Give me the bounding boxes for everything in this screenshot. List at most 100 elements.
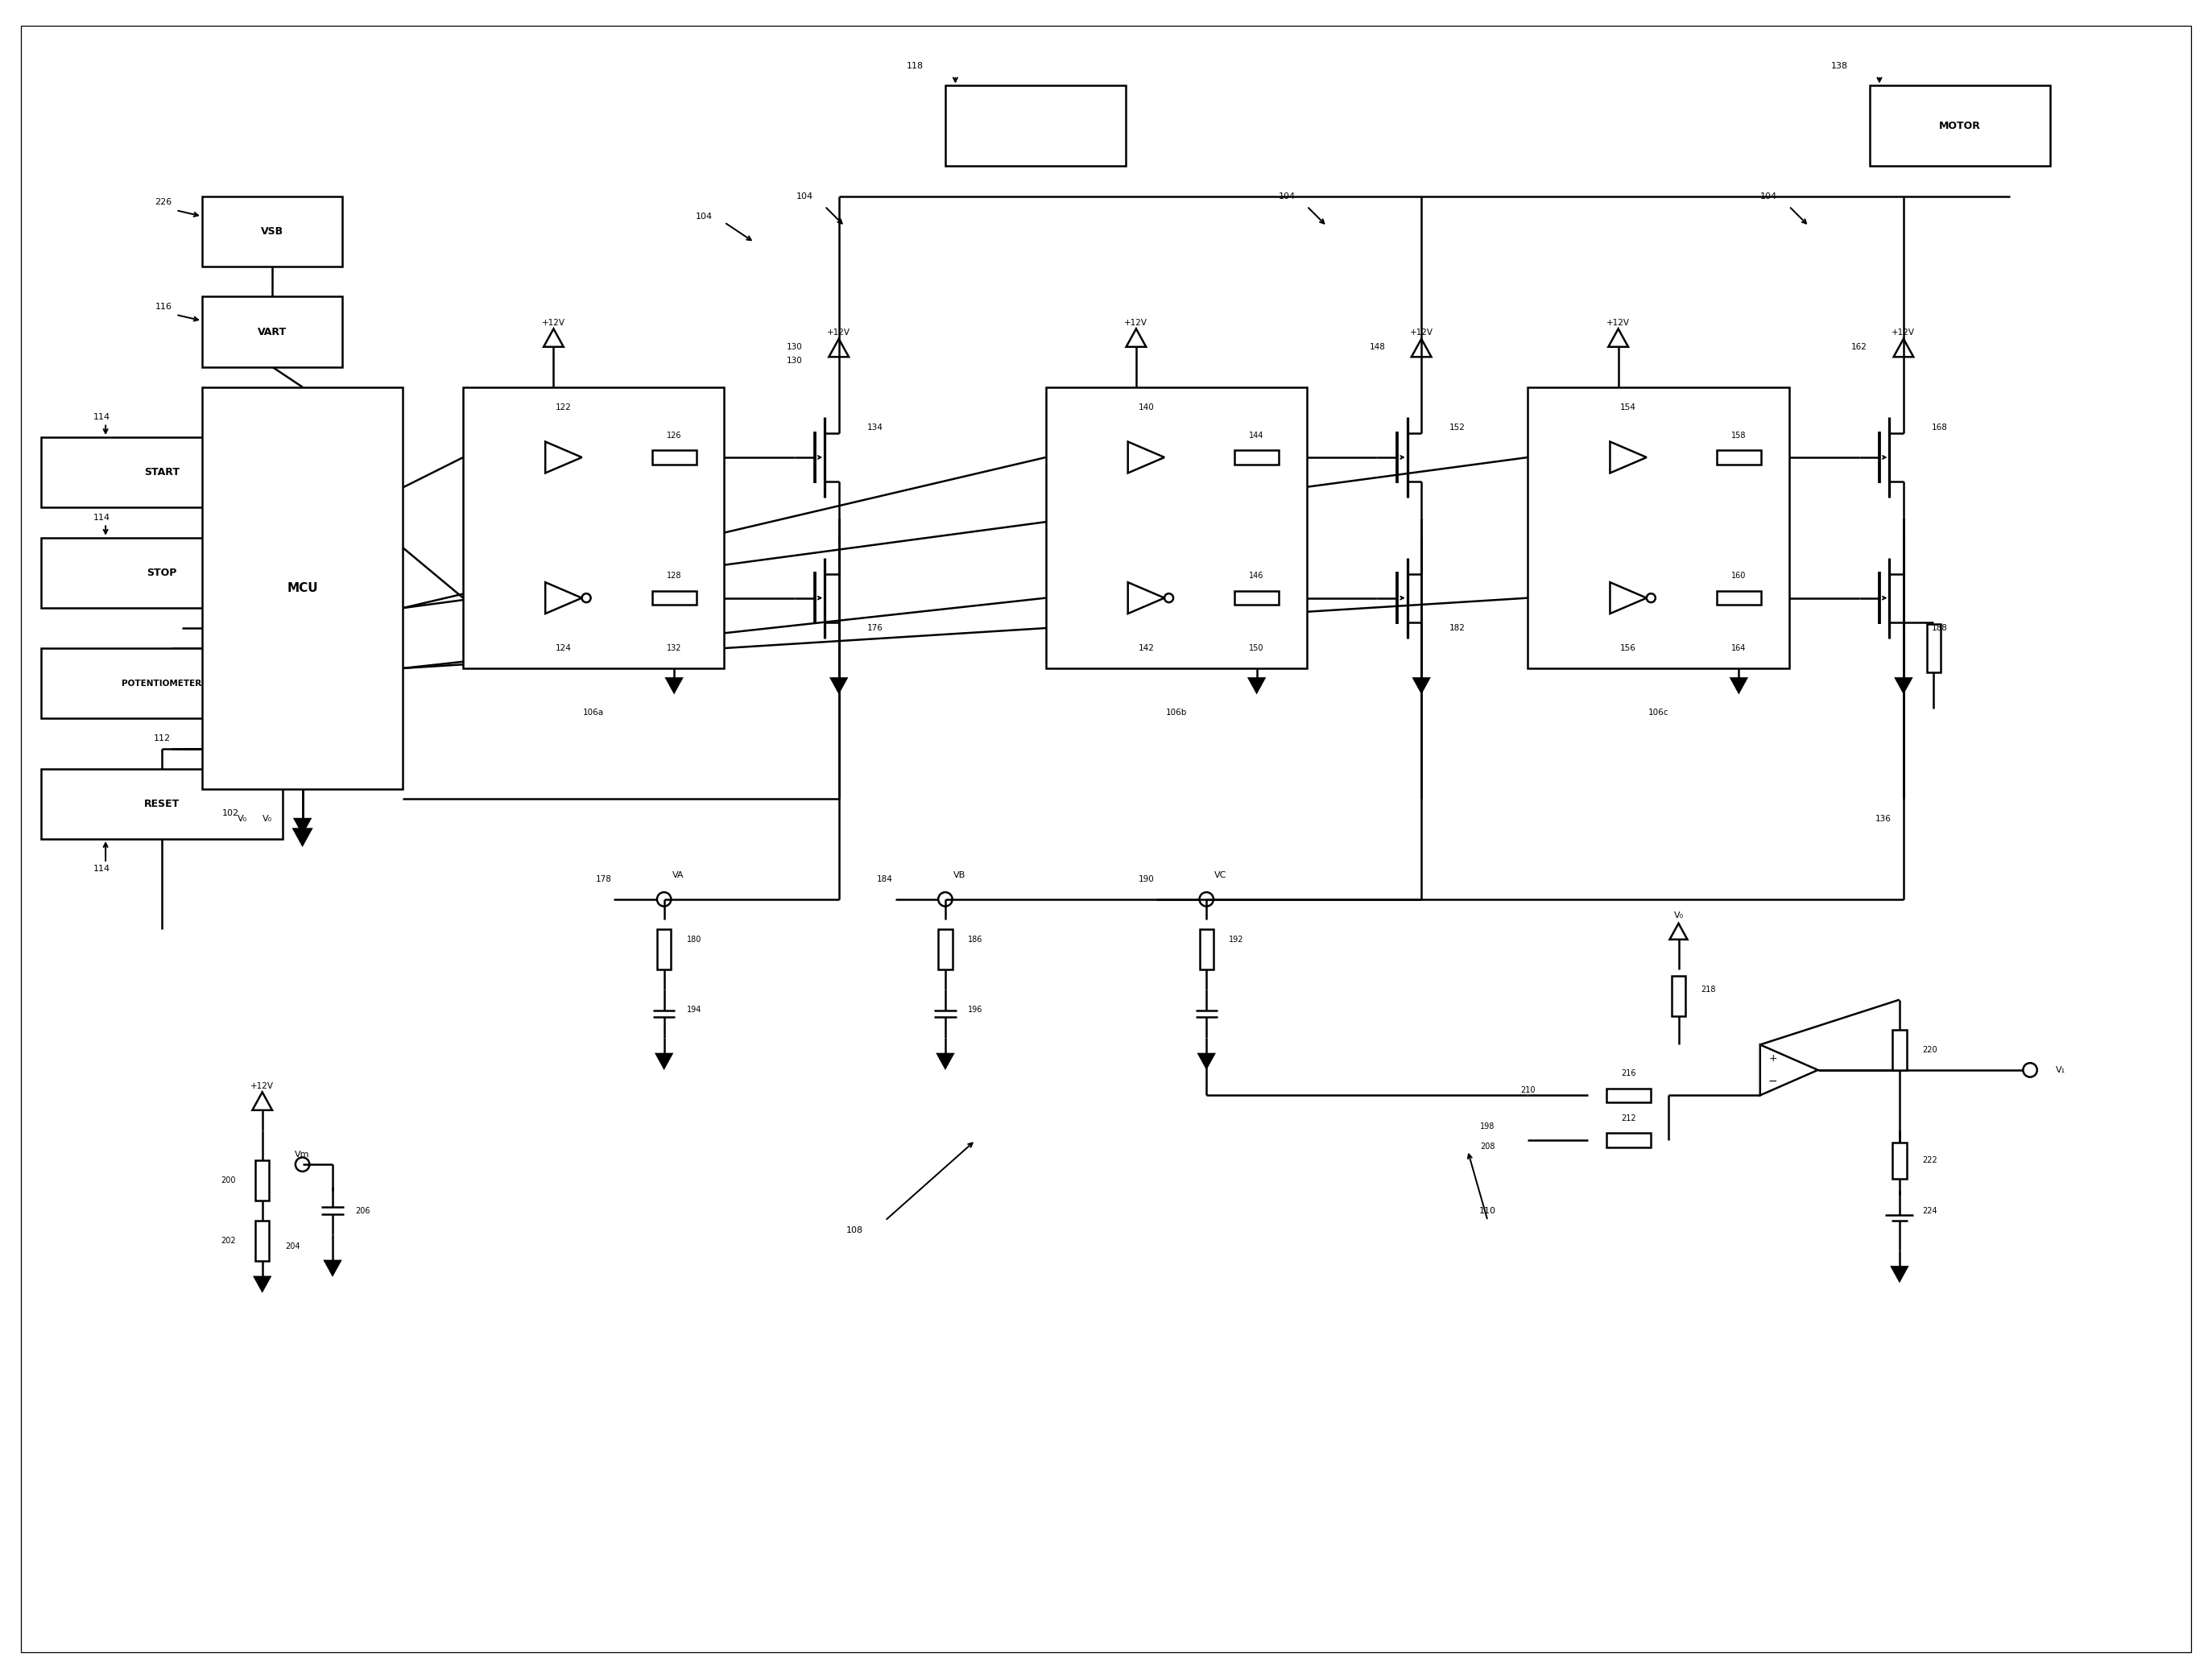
Text: 212: 212 xyxy=(1621,1114,1637,1123)
Bar xyxy=(657,930,670,970)
Text: 204: 204 xyxy=(285,1243,301,1250)
Bar xyxy=(938,930,953,970)
Text: 208: 208 xyxy=(1480,1143,1495,1151)
Text: 162: 162 xyxy=(1851,342,1867,351)
Text: 104: 104 xyxy=(1279,193,1296,200)
Polygon shape xyxy=(938,1054,953,1067)
Text: 160: 160 xyxy=(1732,572,1745,581)
Text: VSB: VSB xyxy=(261,227,283,237)
Text: 116: 116 xyxy=(155,302,173,310)
Bar xyxy=(201,388,403,789)
Text: 132: 132 xyxy=(666,644,681,653)
Bar xyxy=(1869,86,2051,166)
Text: 112: 112 xyxy=(153,735,170,743)
Text: 106c: 106c xyxy=(1648,708,1668,717)
Text: 176: 176 xyxy=(867,624,883,633)
Polygon shape xyxy=(832,678,847,693)
Text: 156: 156 xyxy=(1621,644,1637,653)
Text: VB: VB xyxy=(953,871,964,879)
Bar xyxy=(42,648,283,718)
Text: +12V: +12V xyxy=(1409,329,1433,337)
Bar xyxy=(1893,1143,1907,1178)
Text: MOTOR: MOTOR xyxy=(1940,121,1980,131)
Text: 144: 144 xyxy=(1250,431,1263,440)
Text: 190: 190 xyxy=(1139,876,1155,883)
Text: 102: 102 xyxy=(221,809,239,817)
Bar xyxy=(1893,1030,1907,1071)
Text: RESET: RESET xyxy=(144,799,179,809)
Polygon shape xyxy=(657,1054,672,1067)
Text: 148: 148 xyxy=(1369,342,1385,351)
Polygon shape xyxy=(1732,678,1747,693)
Text: POTENTIOMETER: POTENTIOMETER xyxy=(122,680,201,688)
Text: 194: 194 xyxy=(686,1005,701,1014)
Text: +12V: +12V xyxy=(1124,319,1148,327)
Text: 192: 192 xyxy=(1230,935,1243,943)
Text: 104: 104 xyxy=(796,193,814,200)
Polygon shape xyxy=(1891,1267,1907,1280)
Text: VA: VA xyxy=(672,871,684,879)
Text: 104: 104 xyxy=(697,213,712,220)
Text: 108: 108 xyxy=(847,1227,863,1235)
Bar xyxy=(1234,591,1279,606)
Text: 224: 224 xyxy=(1922,1206,1938,1215)
Text: 206: 206 xyxy=(356,1206,369,1215)
Text: 182: 182 xyxy=(1449,624,1467,633)
Text: 124: 124 xyxy=(555,644,571,653)
Text: 198: 198 xyxy=(1480,1123,1495,1131)
Text: VART: VART xyxy=(259,327,288,337)
Bar xyxy=(254,1161,270,1200)
Text: −: − xyxy=(1767,1076,1778,1087)
Text: 138: 138 xyxy=(1832,62,1847,70)
Text: V₀: V₀ xyxy=(263,816,272,822)
Polygon shape xyxy=(666,678,681,693)
Polygon shape xyxy=(1250,678,1265,693)
Text: 106b: 106b xyxy=(1166,708,1188,717)
Bar xyxy=(1528,388,1790,668)
Text: 126: 126 xyxy=(666,431,681,440)
Text: 188: 188 xyxy=(1931,624,1949,633)
Text: 136: 136 xyxy=(1876,816,1891,822)
Text: 210: 210 xyxy=(1520,1086,1535,1094)
Text: +12V: +12V xyxy=(1606,319,1630,327)
Polygon shape xyxy=(1896,678,1911,693)
Text: +12V: +12V xyxy=(1891,329,1916,337)
Bar xyxy=(1672,975,1686,1015)
Text: 184: 184 xyxy=(876,876,894,883)
Bar xyxy=(1717,591,1761,606)
Text: 140: 140 xyxy=(1139,403,1155,411)
Bar xyxy=(1606,1133,1650,1148)
Text: MCU: MCU xyxy=(288,582,319,594)
Bar xyxy=(42,769,283,839)
Text: 158: 158 xyxy=(1732,431,1745,440)
Bar xyxy=(42,438,283,507)
Text: STOP: STOP xyxy=(146,567,177,579)
Text: 180: 180 xyxy=(686,935,701,943)
Text: 110: 110 xyxy=(1480,1206,1495,1215)
Text: 152: 152 xyxy=(1449,423,1467,431)
Text: 134: 134 xyxy=(867,423,883,431)
Text: 226: 226 xyxy=(155,198,173,206)
Text: 222: 222 xyxy=(1922,1156,1938,1165)
Polygon shape xyxy=(1199,1054,1214,1067)
Text: V₁: V₁ xyxy=(2055,1066,2066,1074)
Text: 220: 220 xyxy=(1922,1045,1938,1054)
Polygon shape xyxy=(294,819,310,832)
Text: 118: 118 xyxy=(907,62,925,70)
Text: 106a: 106a xyxy=(584,708,604,717)
Polygon shape xyxy=(294,829,312,846)
Bar xyxy=(1199,930,1214,970)
Text: 168: 168 xyxy=(1931,423,1949,431)
Bar xyxy=(653,591,697,606)
Text: 196: 196 xyxy=(969,1005,982,1014)
Bar xyxy=(254,1220,270,1260)
Text: 114: 114 xyxy=(93,866,111,873)
Bar xyxy=(462,388,723,668)
Text: V₀: V₀ xyxy=(237,816,248,822)
Text: START: START xyxy=(144,466,179,478)
Text: 130: 130 xyxy=(787,342,803,351)
Polygon shape xyxy=(1413,678,1429,693)
Text: +: + xyxy=(1767,1054,1776,1064)
Bar xyxy=(1927,624,1940,673)
Text: 114: 114 xyxy=(93,513,111,522)
